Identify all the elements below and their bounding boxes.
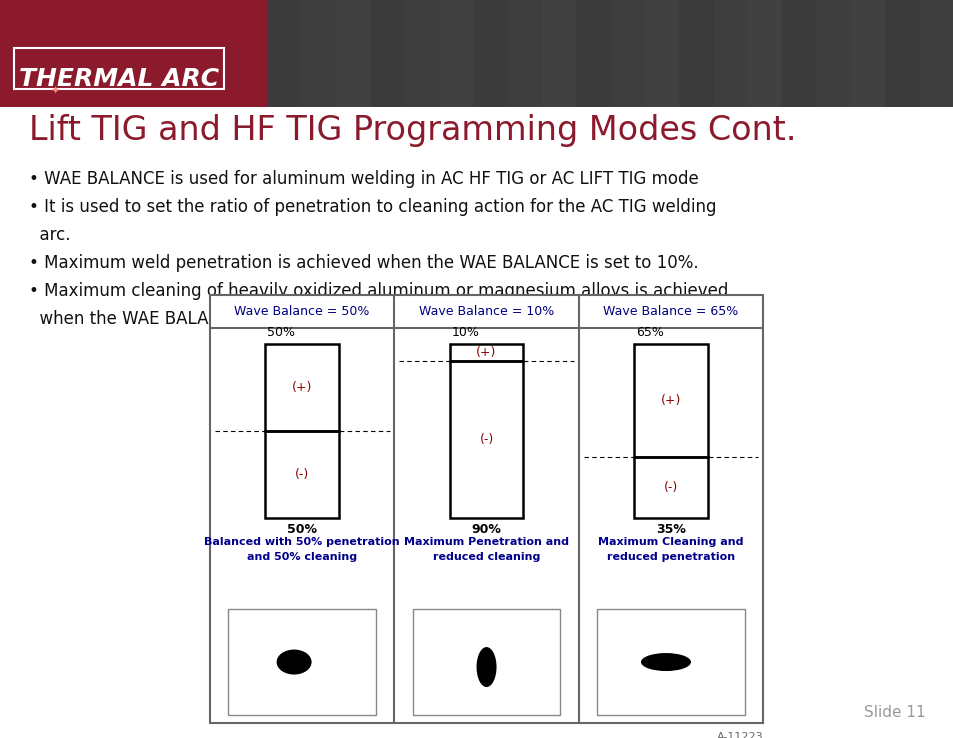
Text: 10%: 10% [451, 326, 479, 339]
Bar [713, 0, 747, 107]
Text: 50%: 50% [267, 326, 294, 339]
Text: reduced penetration: reduced penetration [606, 552, 734, 562]
Text: (+): (+) [292, 381, 312, 394]
Bar [14, 48, 224, 89]
Bar [644, 0, 679, 107]
Text: 50%: 50% [287, 523, 316, 536]
Text: • Maximum weld penetration is achieved when the WAE BALANCE is set to 10%.: • Maximum weld penetration is achieved w… [29, 254, 698, 272]
Bar [370, 0, 404, 107]
Text: A-11223: A-11223 [716, 732, 762, 738]
Bar [781, 0, 816, 107]
Bar [473, 0, 507, 107]
Text: Maximum Cleaning and: Maximum Cleaning and [598, 537, 743, 548]
Bar [634, 458, 707, 518]
Text: THERMAL ARC: THERMAL ARC [19, 67, 219, 92]
Text: ✦: ✦ [51, 86, 60, 96]
Bar [301, 0, 335, 107]
Text: • It is used to set the ratio of penetration to cleaning action for the AC TIG w: • It is used to set the ratio of penetra… [29, 198, 716, 215]
Bar [576, 0, 610, 107]
Text: 65%: 65% [636, 326, 663, 339]
Bar [679, 0, 713, 107]
Text: reduced cleaning: reduced cleaning [433, 552, 539, 562]
Ellipse shape [276, 649, 312, 675]
Bar [265, 344, 338, 431]
Text: (+): (+) [476, 346, 497, 359]
Bar [0, 0, 305, 107]
Bar [267, 0, 953, 107]
Text: (-): (-) [479, 433, 493, 446]
Bar [597, 609, 744, 715]
Bar [449, 362, 523, 518]
Bar [610, 0, 644, 107]
Bar [507, 0, 541, 107]
Bar [884, 0, 919, 107]
Bar [265, 431, 338, 518]
Text: Wave Balance = 10%: Wave Balance = 10% [418, 306, 554, 318]
Text: 90%: 90% [471, 523, 501, 536]
Text: 35%: 35% [656, 523, 685, 536]
Bar [267, 0, 301, 107]
Bar [228, 609, 375, 715]
Text: • WAE BALANCE is used for aluminum welding in AC HF TIG or AC LIFT TIG mode: • WAE BALANCE is used for aluminum weldi… [29, 170, 698, 187]
Text: and 50% cleaning: and 50% cleaning [247, 552, 356, 562]
Bar [413, 609, 559, 715]
Bar [404, 0, 438, 107]
Ellipse shape [476, 647, 496, 687]
Bar [210, 295, 762, 723]
Bar [335, 0, 370, 107]
Text: Maximum Penetration and: Maximum Penetration and [404, 537, 568, 548]
Text: • Maximum cleaning of heavily oxidized aluminum or magnesium alloys is achieved: • Maximum cleaning of heavily oxidized a… [29, 282, 727, 300]
Bar [634, 344, 707, 458]
Text: Lift TIG and HF TIG Programming Modes Cont.: Lift TIG and HF TIG Programming Modes Co… [29, 114, 796, 148]
Bar [919, 0, 953, 107]
Bar [850, 0, 884, 107]
Bar [438, 0, 473, 107]
Bar [449, 344, 523, 362]
Bar [816, 0, 850, 107]
Bar [747, 0, 781, 107]
Text: Wave Balance = 50%: Wave Balance = 50% [234, 306, 370, 318]
Ellipse shape [640, 653, 690, 671]
Text: Balanced with 50% penetration: Balanced with 50% penetration [204, 537, 399, 548]
Text: when the WAE BALANCE is set to 65%.: when the WAE BALANCE is set to 65%. [29, 310, 360, 328]
Text: (-): (-) [663, 481, 678, 494]
Text: (+): (+) [660, 394, 680, 407]
Text: Wave Balance = 65%: Wave Balance = 65% [602, 306, 738, 318]
Text: (-): (-) [294, 468, 309, 481]
Text: arc.: arc. [29, 226, 71, 244]
Text: Slide 11: Slide 11 [862, 705, 924, 720]
Bar [541, 0, 576, 107]
Bar [0, 0, 953, 22]
